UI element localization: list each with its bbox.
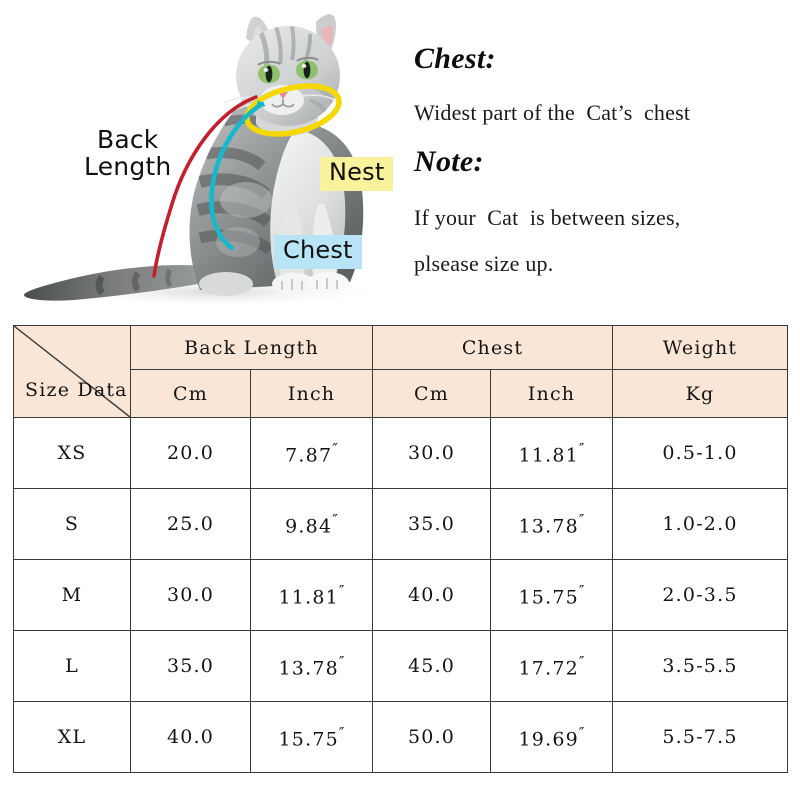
row-chest-cm: 30.0 [372,417,492,489]
row-weight-kg: 3.5-5.5 [612,630,789,702]
row-weight-kg: 0.5-1.0 [612,417,789,489]
row-size-label: XS [13,417,131,489]
table-row: XS 20.0 7.87″ 30.0 11.81″ 0.5-1.0 [13,417,789,489]
size-table-body: XS 20.0 7.87″ 30.0 11.81″ 0.5-1.0 S 25.0 9.84″ 35… [13,417,789,773]
inch-mark: ″ [578,510,585,529]
row-size-label: S [13,488,131,560]
row-weight-kg: 5.5-7.5 [612,701,789,773]
row-chest-cm: 35.0 [372,488,492,560]
cat-illustration: Back Length Nest Chest [10,4,400,320]
row-chest-inch: 13.78″ [490,488,614,560]
table-header-row-units: Cm Inch Cm Inch Kg [14,369,789,418]
note-line-2: plsease size up. [414,251,554,276]
label-chest: Chest [274,235,362,269]
row-chest-inch: 11.81″ [490,417,614,489]
chest-heading: Chest: [414,42,496,75]
label-back-length: Back Length [84,125,172,181]
header-back-length-inch: Inch [249,369,374,418]
inch-mark: ″ [338,723,345,742]
row-back-length-inch: 11.81″ [249,559,374,631]
table-row: L 35.0 13.78″ 45.0 17.72″ 3.5-5.5 [13,630,789,702]
inch-mark: ″ [338,652,345,671]
back-length-arc [152,95,258,278]
nest-measure-ring [244,83,342,137]
row-size-label: M [13,559,131,631]
corner-diagonal-line [14,326,130,417]
table-row: M 30.0 11.81″ 40.0 15.75″ 2.0-3.5 [13,559,789,631]
chest-measure-ring [209,101,265,251]
table-header-row-groups: Size Data Back Length Chest Weight [13,325,789,418]
header-chest-cm: Cm [372,369,492,418]
row-weight-kg: 2.0-3.5 [612,559,789,631]
header-back-length-cm: Cm [130,369,251,418]
cat-mouth [271,99,295,108]
header-weight-kg: Kg [612,369,789,418]
row-back-length-inch: 7.87″ [249,417,374,489]
row-chest-cm: 40.0 [372,559,492,631]
inch-mark: ″ [578,723,585,742]
cat-nose [278,92,288,99]
size-table-wrapper: Size Data Back Length Chest Weight Cm In… [13,325,789,773]
row-size-label: L [13,630,131,702]
cat-tail [24,264,210,301]
table-row: XL 40.0 15.75″ 50.0 19.69″ 5.5-7.5 [13,701,789,773]
row-size-label: XL [13,701,131,773]
row-chest-inch: 15.75″ [490,559,614,631]
row-back-length-inch: 15.75″ [249,701,374,773]
row-chest-inch: 17.72″ [490,630,614,702]
row-back-length-cm: 25.0 [130,488,251,560]
inch-mark: ″ [578,581,585,600]
inch-mark: ″ [338,581,345,600]
row-back-length-cm: 30.0 [130,559,251,631]
size-table: Size Data Back Length Chest Weight Cm In… [13,325,789,773]
note-line-1: If your Cat is between sizes, [414,205,681,230]
row-back-length-cm: 40.0 [130,701,251,773]
label-nest: Nest [320,157,394,191]
note-heading: Note: [414,145,484,178]
header-weight: Weight [612,325,789,370]
header-chest-inch: Inch [490,369,614,418]
row-back-length-inch: 9.84″ [249,488,374,560]
header-back-length: Back Length [129,325,374,370]
chest-description: Widest part of the Cat’s chest [414,100,691,125]
row-chest-inch: 19.69″ [490,701,614,773]
chest-measure-arrow [256,100,266,108]
row-back-length-cm: 20.0 [130,417,251,489]
inch-mark: ″ [332,510,338,529]
table-row: S 25.0 9.84″ 35.0 13.78″ 1.0-2.0 [13,488,789,560]
inch-mark: ″ [332,439,338,458]
header-chest: Chest [372,325,614,370]
size-data-label: Size Data [25,379,128,401]
row-chest-cm: 50.0 [372,701,492,773]
row-chest-cm: 45.0 [372,630,492,702]
inch-mark: ″ [578,439,585,458]
row-weight-kg: 1.0-2.0 [612,488,789,560]
size-data-corner-cell: Size Data [13,325,131,418]
row-back-length-cm: 35.0 [130,630,251,702]
inch-mark: ″ [578,652,585,671]
illustration-area: Back Length Nest Chest Chest: Widest par… [0,0,800,320]
row-back-length-inch: 13.78″ [249,630,374,702]
cat-hind-paw [199,272,253,296]
